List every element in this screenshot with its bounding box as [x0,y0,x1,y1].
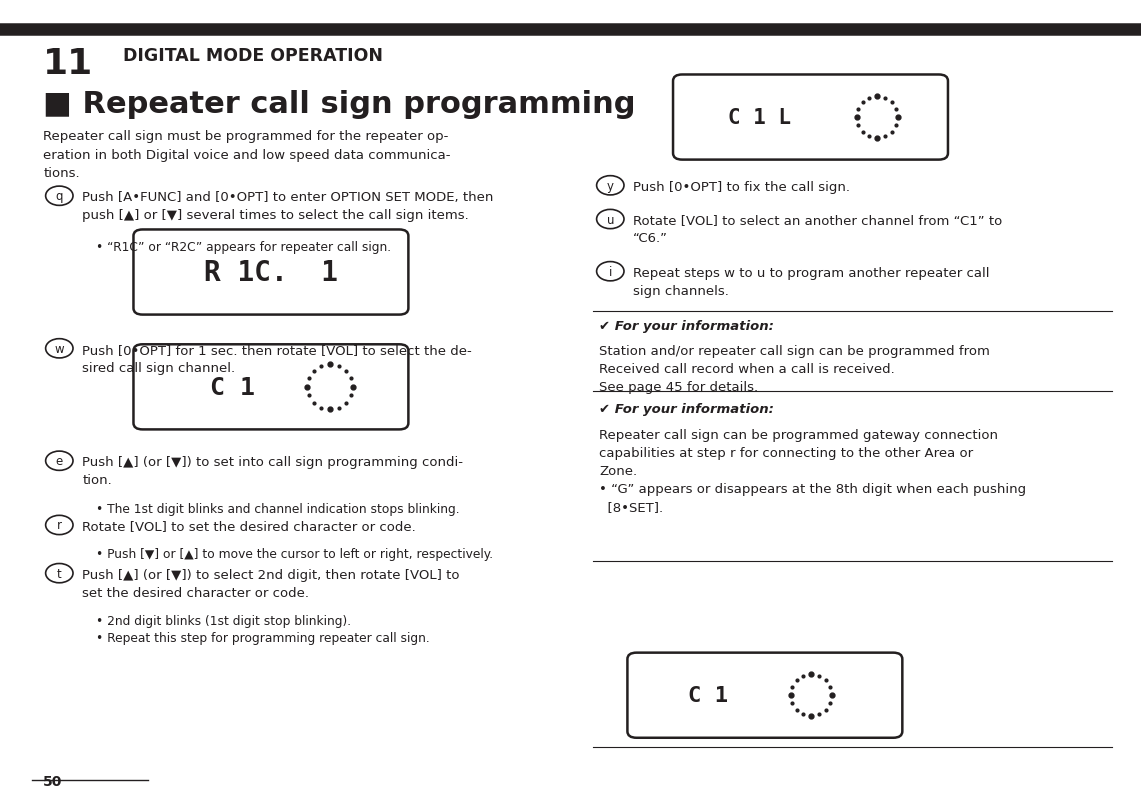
Text: r: r [57,519,62,532]
Text: • 2nd digit blinks (1st digit stop blinking).
• Repeat this step for programming: • 2nd digit blinks (1st digit stop blink… [96,614,430,644]
FancyBboxPatch shape [133,345,408,430]
Text: Repeater call sign can be programmed gateway connection
capabilities at step r f: Repeater call sign can be programmed gat… [599,428,1026,513]
Text: Rotate [VOL] to select an another channel from “C1” to
“C6.”: Rotate [VOL] to select an another channe… [633,214,1003,245]
Text: • The 1st digit blinks and channel indication stops blinking.: • The 1st digit blinks and channel indic… [96,502,460,515]
Text: Push [A•FUNC] and [0•OPT] to enter OPTION SET MODE, then
push [▲] or [▼] several: Push [A•FUNC] and [0•OPT] to enter OPTIO… [83,191,494,222]
FancyBboxPatch shape [673,75,948,160]
FancyBboxPatch shape [627,653,902,738]
Text: u: u [606,213,614,226]
Text: ■ Repeater call sign programming: ■ Repeater call sign programming [44,90,636,119]
Text: DIGITAL MODE OPERATION: DIGITAL MODE OPERATION [124,47,383,64]
Text: • “R1C” or “R2C” appears for repeater call sign.: • “R1C” or “R2C” appears for repeater ca… [96,241,391,253]
Text: C 1 L: C 1 L [728,108,791,128]
Text: Repeater call sign must be programmed for the repeater op-
eration in both Digit: Repeater call sign must be programmed fo… [44,130,450,180]
Text: • Push [▼] or [▲] to move the cursor to left or right, respectively.: • Push [▼] or [▲] to move the cursor to … [96,548,493,561]
Text: q: q [55,190,63,203]
Text: R 1C.  1: R 1C. 1 [204,259,338,286]
Text: Push [0•OPT] for 1 sec. then rotate [VOL] to select the de-
sired call sign chan: Push [0•OPT] for 1 sec. then rotate [VOL… [83,343,472,375]
Text: Repeat steps w to u to program another repeater call
sign channels.: Repeat steps w to u to program another r… [633,266,990,298]
Text: e: e [56,455,63,468]
FancyBboxPatch shape [133,230,408,315]
Text: 50: 50 [44,774,63,788]
Text: Push [0•OPT] to fix the call sign.: Push [0•OPT] to fix the call sign. [633,180,850,193]
Text: w: w [55,342,64,355]
Text: C 1: C 1 [689,686,729,705]
Text: ✔ For your information:: ✔ For your information: [599,403,774,415]
Text: y: y [606,180,614,192]
Text: 11: 11 [44,47,94,80]
Text: t: t [57,567,62,580]
Text: Push [▲] (or [▼]) to set into call sign programming condi-
tion.: Push [▲] (or [▼]) to set into call sign … [83,456,463,487]
Text: Station and/or repeater call sign can be programmed from
Received call record wh: Station and/or repeater call sign can be… [599,345,990,394]
Text: Push [▲] (or [▼]) to select 2nd digit, then rotate [VOL] to
set the desired char: Push [▲] (or [▼]) to select 2nd digit, t… [83,568,460,599]
Text: C 1: C 1 [210,375,254,399]
Text: i: i [609,265,612,278]
Text: Rotate [VOL] to set the desired character or code.: Rotate [VOL] to set the desired characte… [83,520,416,533]
Text: ✔ For your information:: ✔ For your information: [599,320,774,333]
